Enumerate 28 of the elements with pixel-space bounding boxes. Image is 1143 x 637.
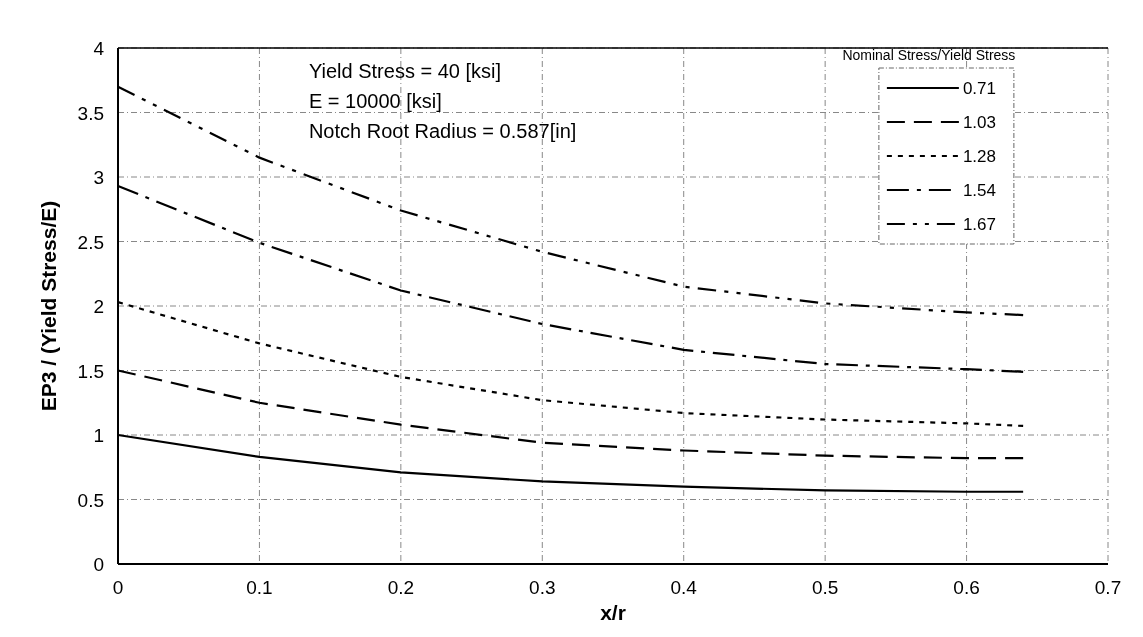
legend-label: 1.28: [962, 147, 996, 166]
annotation: Yield Stress = 40 [ksi]: [308, 60, 502, 82]
x-tick-label: 0: [112, 577, 124, 598]
annotation: E = 10000 [ksi]: [308, 90, 442, 112]
legend-label: 1.67: [962, 215, 996, 234]
y-tick-label: 4: [93, 38, 105, 59]
x-tick-label: 0.1: [246, 577, 273, 598]
y-tick-label: 0: [93, 554, 104, 575]
y-tick-label: 2: [93, 296, 104, 317]
legend-title: Nominal Stress/Yield Stress: [842, 47, 1016, 63]
y-tick-label: 1: [93, 425, 104, 446]
x-tick-label: 0.7: [1094, 577, 1122, 598]
annotation: Notch Root Radius = 0.587[in]: [308, 120, 577, 142]
x-tick-label: 0.4: [670, 577, 698, 598]
legend-label: 1.54: [962, 181, 996, 200]
x-tick-label: 0.5: [811, 577, 839, 598]
x-tick-label: 0.6: [953, 577, 980, 598]
y-tick-label: 1.5: [77, 360, 104, 382]
y-tick-label: 3: [93, 167, 104, 188]
y-axis-title: EP3 / (Yield Stress/E): [37, 200, 60, 412]
x-tick-label: 0.2: [387, 577, 415, 598]
y-tick-label: 3.5: [77, 102, 104, 124]
legend-label: 1.03: [962, 113, 996, 132]
y-tick-label: 0.5: [77, 489, 104, 511]
x-axis-title: x/r: [600, 601, 626, 624]
y-tick-label: 2.5: [77, 231, 104, 253]
x-tick-label: 0.3: [529, 577, 556, 598]
legend-label: 0.71: [962, 79, 996, 98]
